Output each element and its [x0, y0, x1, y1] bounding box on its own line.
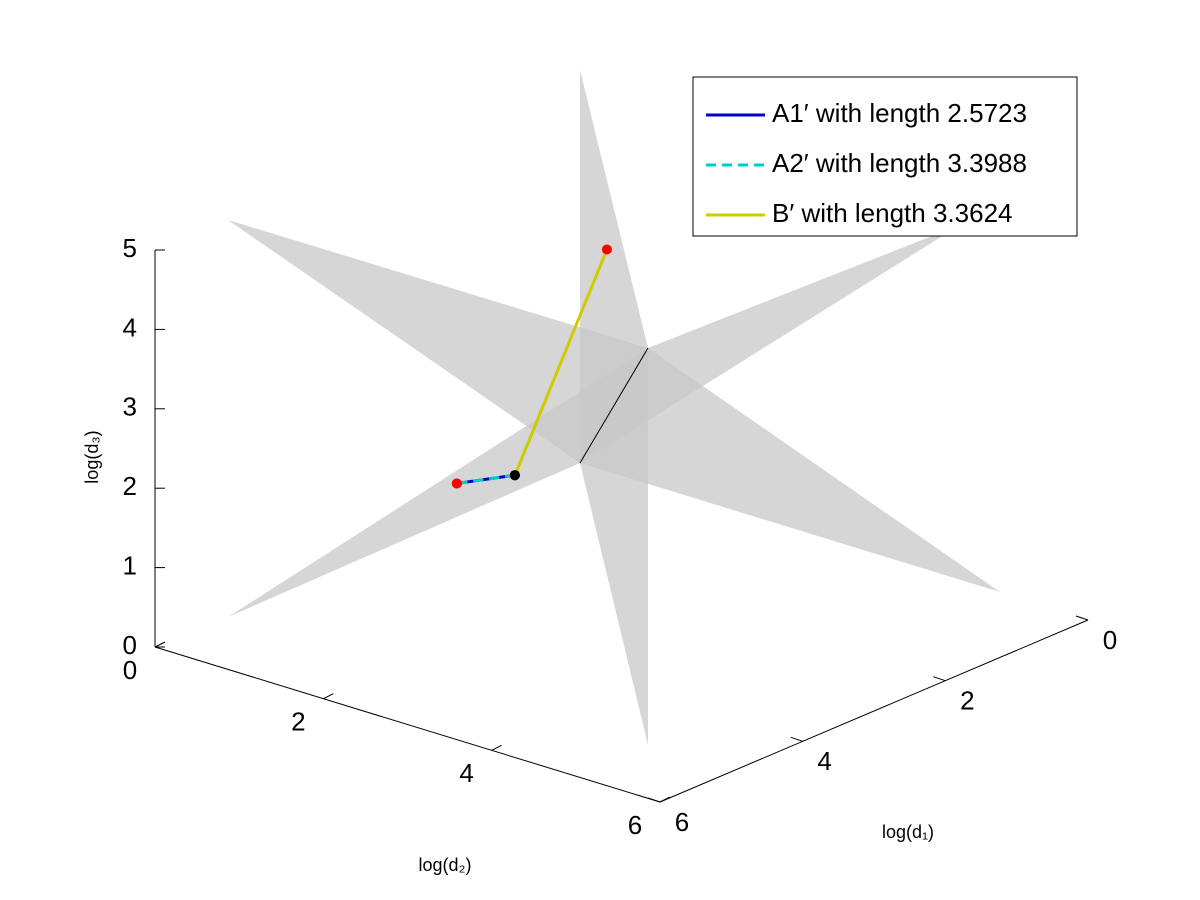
- end-point: [601, 244, 612, 255]
- z-tick-label: 0: [123, 630, 137, 660]
- y-tick-label: 4: [459, 758, 473, 788]
- x-tick-label: 4: [817, 746, 831, 776]
- legend: A1′ with length 2.5723 A2′ with length 3.…: [692, 76, 1078, 237]
- x-axis-line: [659, 619, 1089, 803]
- y-axis-line: [154, 646, 661, 803]
- x-tick-label: 0: [1103, 625, 1117, 655]
- y-tick-label: 2: [291, 707, 305, 737]
- y-axis-label: log(d₂): [418, 855, 471, 875]
- axes: 0 2 4 6 0 2 4 6 0 1 2 3 4 5 log(d₁) log(d₂) log(d₃): [82, 233, 1117, 875]
- legend-label: A2′ with length 3.3988: [772, 148, 1027, 178]
- y-tick-mark: [323, 693, 334, 700]
- data-lines: [451, 244, 612, 489]
- z-axis-label: log(d₃): [82, 430, 102, 483]
- legend-label: A1′ with length 2.5723: [772, 98, 1027, 128]
- legend-label: B′ with length 3.3624: [772, 198, 1013, 228]
- y-tick-mark: [491, 744, 502, 751]
- x-tick-mark: [790, 736, 803, 742]
- start-point: [509, 470, 520, 481]
- series-line: [513, 248, 609, 476]
- x-axis-label: log(d₁): [882, 822, 934, 842]
- y-tick-label: 0: [123, 655, 137, 685]
- end-point: [451, 478, 462, 489]
- series-line: [456, 473, 516, 485]
- y-tick-mark: [154, 641, 166, 648]
- x-tick-mark: [1075, 615, 1089, 621]
- z-tick-label: 2: [123, 471, 137, 501]
- x-tick-label: 2: [960, 686, 974, 716]
- plane-intersection: [579, 347, 649, 464]
- legend-box: [692, 76, 1078, 237]
- y-tick-mark: [659, 796, 671, 803]
- plane: [580, 70, 648, 745]
- z-tick-label: 5: [123, 233, 137, 263]
- x-tick-mark: [933, 676, 946, 682]
- z-tick-label: 3: [123, 392, 137, 422]
- y-tick-label: 6: [628, 810, 642, 840]
- z-tick-label: 1: [123, 550, 137, 580]
- z-tick-label: 4: [123, 312, 137, 342]
- x-tick-label: 6: [675, 807, 689, 837]
